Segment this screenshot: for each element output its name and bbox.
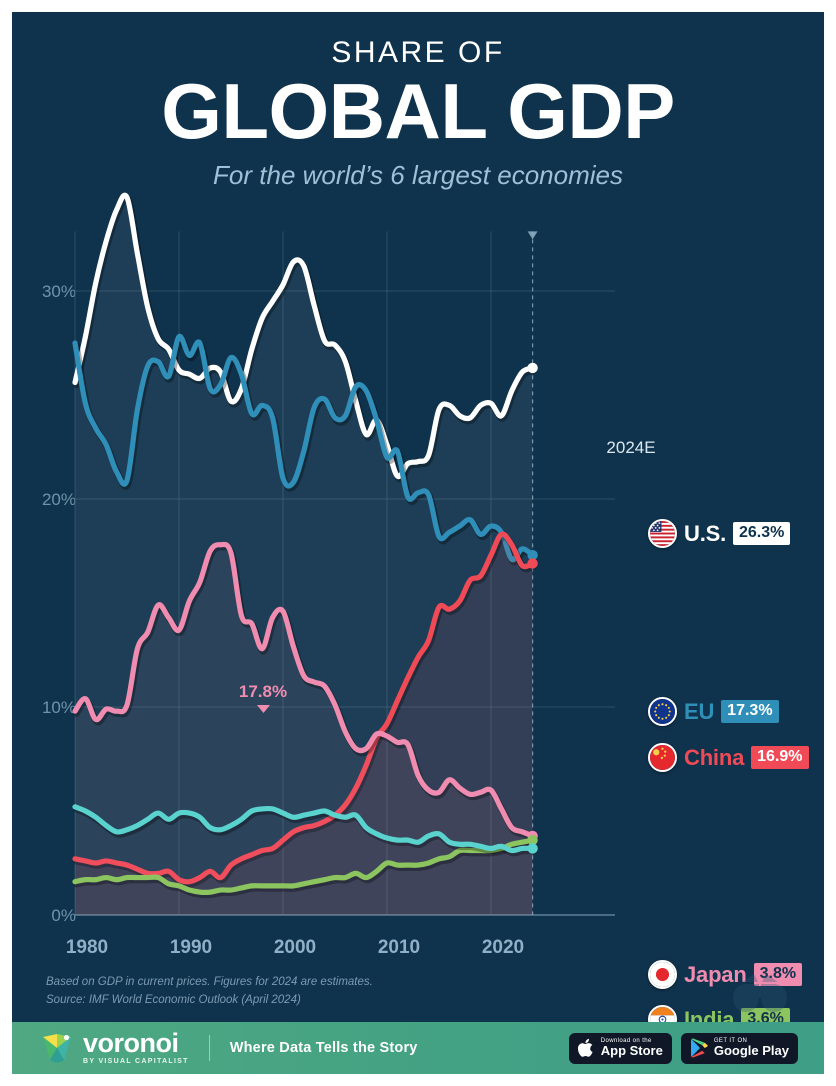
x-tick-label: 2010 xyxy=(377,937,421,958)
app-store-badge[interactable]: Download on the App Store xyxy=(568,1032,672,1064)
google-play-badge-label: Google Play xyxy=(713,1043,789,1059)
legend-item-eu[interactable]: EU 17.3% xyxy=(648,697,779,726)
source-note: Based on GDP in current prices. Figures … xyxy=(46,974,373,1010)
legend-label: Japan xyxy=(684,961,747,987)
y-tick-label: 20% xyxy=(41,490,76,509)
source-note-line-1: Based on GDP in current prices. Figures … xyxy=(46,976,373,988)
legend-value-badge: 26.3% xyxy=(733,522,791,545)
google-play-icon xyxy=(690,1038,708,1058)
y-tick-label: 0% xyxy=(51,906,76,925)
legend-label: U.S. xyxy=(684,520,726,546)
google-play-badge[interactable]: GET IT ON Google Play xyxy=(680,1032,798,1064)
series-india xyxy=(72,834,538,899)
apple-icon xyxy=(577,1038,593,1057)
x-tick-label: 1990 xyxy=(169,937,213,958)
footer-bar: voronoi BY VISUAL CAPITALIST Where Data … xyxy=(12,1022,824,1074)
footer-tagline: Where Data Tells the Story xyxy=(229,1040,418,1056)
legend-label: China xyxy=(684,744,745,770)
x-tick-label: 2000 xyxy=(273,937,317,958)
google-play-badge-small: GET IT ON xyxy=(713,1038,748,1045)
footer-divider xyxy=(208,1035,210,1061)
kicker-text: SHARE OF xyxy=(331,36,505,69)
app-store-badge-label: App Store xyxy=(600,1043,663,1059)
legend-item-japan[interactable]: Japan 3.8% xyxy=(648,960,803,989)
flag-cn-icon xyxy=(648,743,677,772)
y-tick-label: 30% xyxy=(41,282,76,301)
legend-value-badge: 16.9% xyxy=(751,746,809,769)
legend-value-badge: 17.3% xyxy=(721,700,779,723)
plot-canvas xyxy=(72,192,615,916)
x-tick-label: 2020 xyxy=(481,937,525,958)
binoculars-icon xyxy=(733,974,787,1012)
legend-label: EU xyxy=(684,698,715,724)
app-badges: Download on the App Store GET IT ON Goog… xyxy=(568,1032,798,1064)
japan-peak-value: 17.8% xyxy=(238,682,288,701)
brand-name: voronoi xyxy=(83,1028,179,1059)
flag-us-icon xyxy=(648,519,677,548)
header: SHARE OF GLOBAL GDP For the world’s 6 la… xyxy=(12,12,824,191)
brand-subtitle: BY VISUAL CAPITALIST xyxy=(83,1057,189,1065)
chart-area: 30% 20% 10% 0% 1980 1990 2000 2010 2020 … xyxy=(12,182,824,1074)
series-uk xyxy=(72,804,538,857)
japan-peak-annotation: 17.8% xyxy=(208,682,318,713)
flag-eu-icon xyxy=(648,697,677,726)
app-store-badge-small: Download on the xyxy=(600,1038,652,1045)
infographic-poster: SHARE OF GLOBAL GDP For the world’s 6 la… xyxy=(12,12,824,1074)
source-note-line-2: Source: IMF World Economic Outlook (Apri… xyxy=(46,993,301,1006)
voronoi-logo-icon xyxy=(43,1034,71,1063)
legend-value-badge: 3.8% xyxy=(753,963,803,986)
series-eu xyxy=(72,333,538,566)
series-us xyxy=(72,192,538,915)
flag-jp-icon xyxy=(648,960,677,989)
forecast-annotation: 2024E xyxy=(606,438,656,457)
legend-item-us[interactable]: U.S. 26.3% xyxy=(648,519,791,548)
legend-item-china[interactable]: China 16.9% xyxy=(648,743,809,772)
subtitle-text: For the world’s 6 largest economies xyxy=(213,159,623,190)
series-svg xyxy=(72,192,615,916)
gridlines xyxy=(74,231,615,916)
x-tick-label: 1980 xyxy=(65,937,109,958)
page-title: GLOBAL GDP xyxy=(161,67,675,155)
brand-lockup[interactable]: voronoi BY VISUAL CAPITALIST xyxy=(40,1028,189,1065)
peak-pointer-icon xyxy=(256,705,270,713)
series-japan xyxy=(72,541,538,915)
y-tick-label: 10% xyxy=(41,698,76,717)
